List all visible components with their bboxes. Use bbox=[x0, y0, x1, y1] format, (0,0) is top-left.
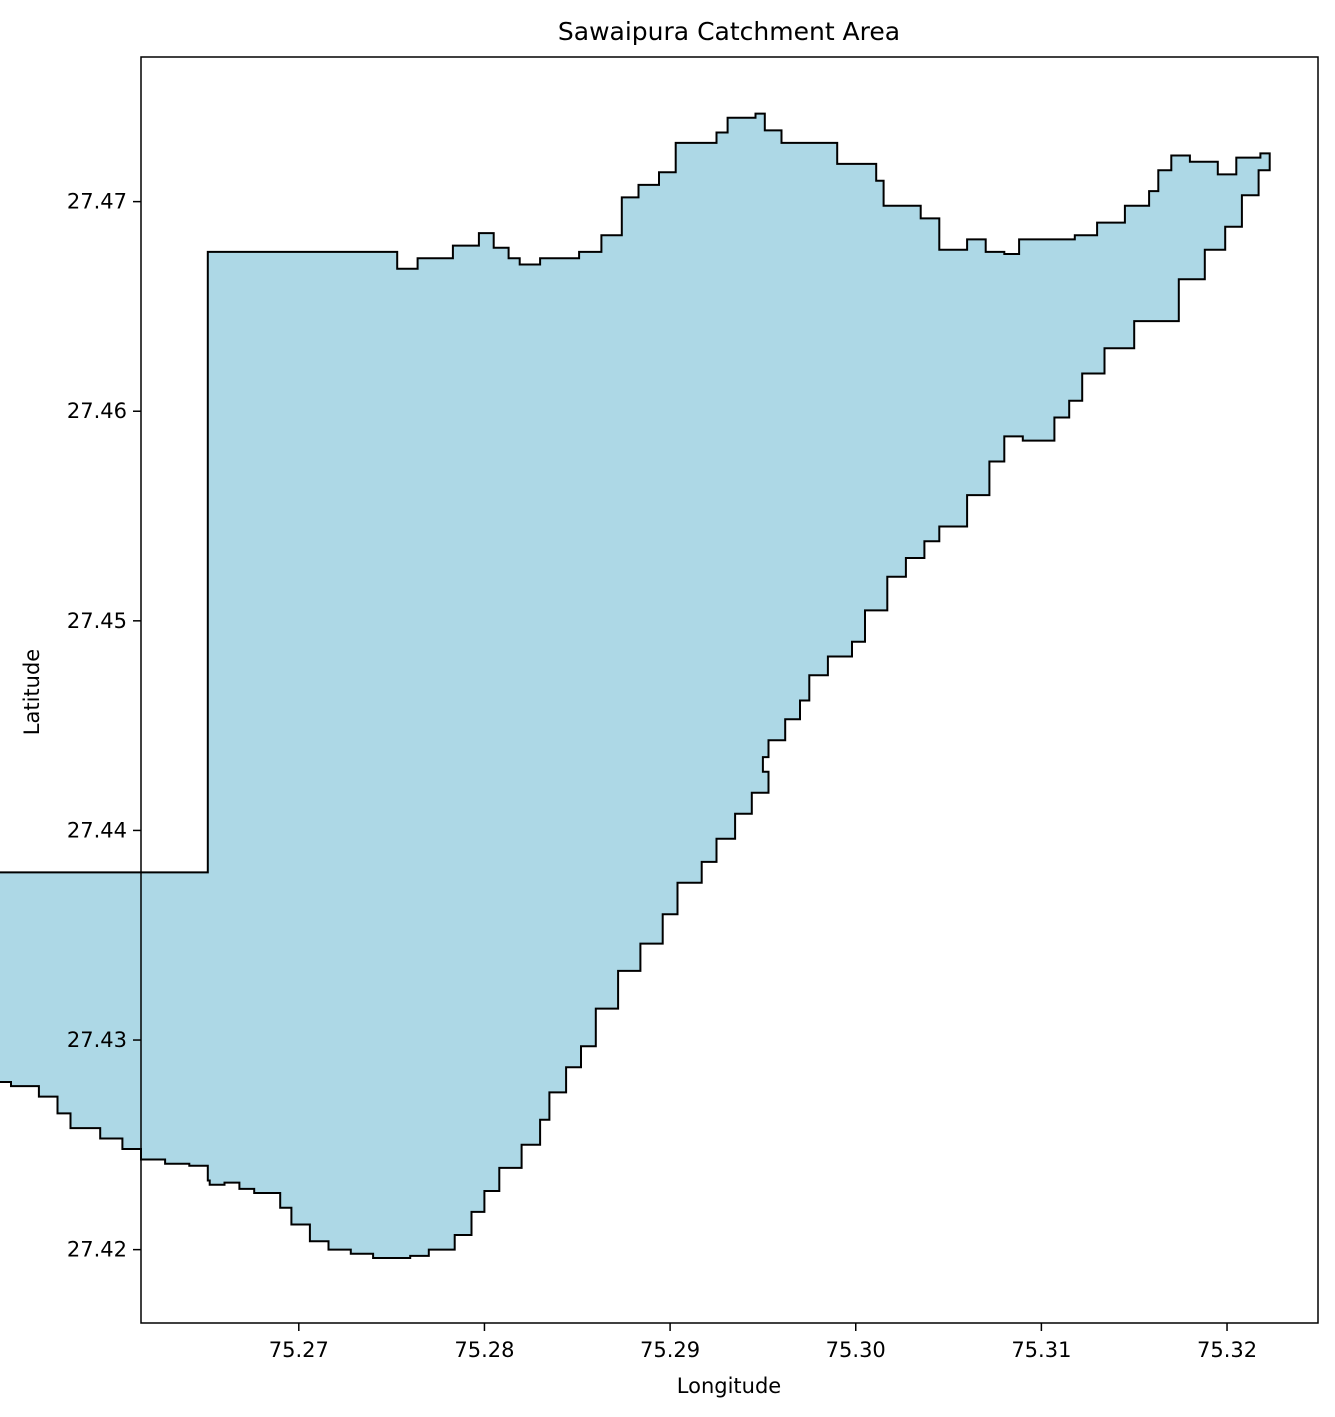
y-tick-label: 27.45 bbox=[67, 609, 127, 633]
x-tick-label: 75.27 bbox=[269, 1338, 329, 1362]
y-tick-label: 27.44 bbox=[67, 818, 127, 842]
y-axis-ticks: 27.42 27.43 27.44 27.45 27.46 27.47 bbox=[67, 190, 141, 1262]
y-axis-label: Latitude bbox=[20, 649, 44, 735]
x-tick-label: 75.28 bbox=[454, 1338, 514, 1362]
axes-frame bbox=[140, 56, 1319, 1324]
x-tick-label: 75.32 bbox=[1197, 1338, 1257, 1362]
x-tick-label: 75.31 bbox=[1011, 1338, 1071, 1362]
x-axis-ticks: 75.27 75.28 75.29 75.30 75.31 75.32 bbox=[269, 1323, 1257, 1362]
map-title: Sawaipura Catchment Area bbox=[558, 17, 900, 46]
y-tick-label: 27.43 bbox=[67, 1028, 127, 1052]
x-axis-label: Longitude bbox=[677, 1374, 781, 1398]
y-tick-label: 27.47 bbox=[67, 190, 127, 214]
x-tick-label: 75.30 bbox=[826, 1338, 886, 1362]
x-tick-label: 75.29 bbox=[640, 1338, 700, 1362]
y-tick-label: 27.46 bbox=[67, 399, 127, 423]
plot-area bbox=[0, 112, 1271, 1259]
catchment-boundary-polygon bbox=[0, 112, 1271, 1259]
y-tick-label: 27.42 bbox=[67, 1238, 127, 1262]
